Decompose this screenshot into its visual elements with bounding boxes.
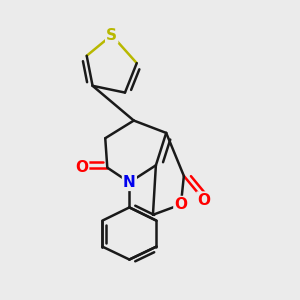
Text: O: O	[174, 197, 188, 212]
Text: S: S	[106, 28, 117, 43]
Text: O: O	[75, 160, 88, 175]
Text: O: O	[197, 193, 210, 208]
Text: N: N	[123, 175, 136, 190]
